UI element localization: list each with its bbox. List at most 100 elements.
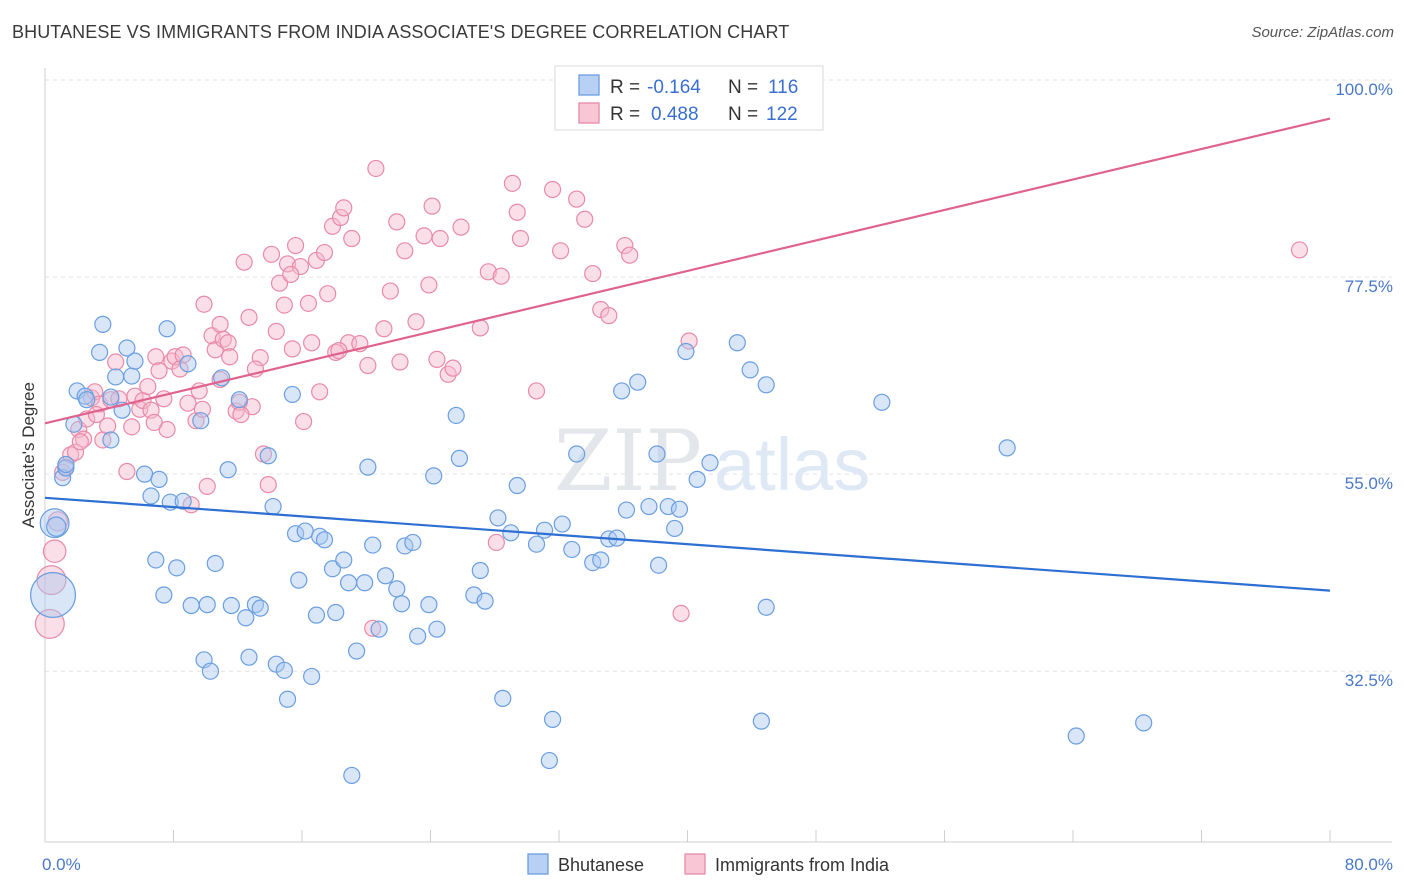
data-point-india (267, 322, 285, 340)
data-point-bhutanese (553, 515, 571, 533)
data-point-bhutanese (240, 648, 258, 666)
data-point-bhutanese (251, 599, 269, 617)
data-point-india (375, 320, 393, 338)
data-point-india (335, 199, 353, 217)
axes: 32.5% 55.0% 77.5% 100.0% 0.0% 80.0% (42, 68, 1393, 874)
data-point-india (503, 174, 522, 192)
data-point-bhutanese (543, 710, 562, 728)
y-axis-label: Associate's Degree (19, 382, 38, 528)
data-point-india (232, 405, 250, 424)
data-point-bhutanese (303, 667, 321, 686)
data-point-bhutanese (307, 606, 326, 624)
data-point-bhutanese (752, 712, 770, 730)
data-point-bhutanese (222, 596, 240, 615)
data-point-bhutanese (264, 497, 282, 516)
data-point-india (311, 383, 329, 401)
y-tick-label: 55.0% (1345, 474, 1393, 493)
data-point-bhutanese (476, 592, 494, 610)
trend-lines (44, 117, 1331, 592)
data-point-india (283, 340, 301, 358)
data-point-bhutanese (494, 689, 512, 707)
data-point-bhutanese (489, 509, 507, 527)
data-point-bhutanese (315, 531, 334, 549)
data-point-india (221, 348, 239, 366)
data-point-india (240, 308, 258, 326)
x-tick-label-min: 0.0% (42, 855, 81, 874)
data-point-india (145, 413, 163, 432)
bottom-legend-label-bhutanese: Bhutanese (558, 855, 644, 875)
data-point-india (62, 446, 80, 464)
data-point-bhutanese (57, 455, 75, 474)
legend-n-label-2: N = (728, 104, 758, 125)
data-point-bhutanese (450, 449, 469, 467)
data-point-bhutanese (230, 391, 248, 409)
data-point-india (315, 243, 334, 262)
data-point-bhutanese (613, 382, 631, 400)
data-point-bhutanese (158, 320, 176, 338)
data-point-india (147, 348, 165, 366)
data-point-india (74, 430, 93, 448)
data-point-bhutanese (150, 470, 168, 488)
data-point-india (487, 533, 505, 552)
data-point-india (388, 213, 406, 231)
data-point-bhutanese (617, 501, 636, 519)
data-point-india (396, 242, 414, 260)
data-point-india (275, 296, 293, 314)
data-point-bhutanese (201, 662, 220, 680)
data-point-india (407, 313, 425, 331)
data-point-india (621, 246, 639, 264)
chart-title: BHUTANESE VS IMMIGRANTS FROM INDIA ASSOC… (12, 22, 790, 42)
bottom-legend-label-india: Immigrants from India (715, 855, 890, 875)
data-point-india (123, 418, 141, 436)
data-point-bhutanese (339, 574, 358, 592)
data-point-bhutanese (540, 751, 558, 770)
data-point-bhutanese (568, 445, 586, 463)
data-point-bhutanese (392, 595, 411, 613)
legend-n-label-1: N = (728, 77, 758, 98)
data-point-bhutanese (757, 376, 775, 394)
data-point-bhutanese (376, 567, 395, 585)
data-point-bhutanese (123, 367, 141, 385)
data-point-india (303, 334, 321, 352)
data-point-india (543, 180, 562, 199)
data-point-bhutanese (94, 315, 112, 333)
data-point-india (381, 282, 399, 300)
data-point-bhutanese (425, 467, 443, 485)
data-point-bhutanese (107, 368, 125, 386)
data-point-bhutanese (348, 642, 366, 660)
data-point-india (198, 477, 216, 495)
data-point-india (568, 190, 586, 208)
data-point-bhutanese (296, 522, 314, 540)
data-point-india (107, 353, 125, 371)
data-point-bhutanese (78, 391, 96, 409)
data-point-bhutanese (648, 445, 666, 463)
data-point-bhutanese (46, 516, 67, 537)
trend-line-india (44, 117, 1331, 425)
stats-legend: R = -0.164 N = 116 R = 0.488 N = 122 (554, 65, 824, 131)
data-point-bhutanese (278, 690, 297, 708)
data-point-bhutanese (237, 609, 255, 627)
data-point-bhutanese (206, 554, 224, 573)
data-point-india (1290, 241, 1309, 259)
data-point-india (508, 203, 526, 221)
data-point-india (211, 315, 229, 333)
bottom-legend-swatch-bhutanese (527, 853, 549, 875)
data-point-bhutanese (182, 596, 200, 615)
data-point-bhutanese (666, 519, 684, 538)
data-point-india (259, 476, 277, 494)
data-point-india (364, 619, 382, 637)
data-point-india (179, 394, 197, 412)
data-point-india (319, 285, 337, 303)
data-point-bhutanese (290, 571, 308, 589)
data-point-bhutanese (670, 500, 689, 518)
data-point-bhutanese (135, 465, 154, 483)
legend-r-value-2: 0.488 (651, 104, 699, 125)
data-point-india (552, 242, 570, 260)
data-point-bhutanese (1135, 714, 1153, 732)
bottom-legend-swatch-india (684, 853, 706, 875)
data-point-bhutanese (388, 580, 406, 598)
trend-line-bhutanese (44, 496, 1331, 592)
data-point-india (672, 604, 690, 623)
data-point-bhutanese (741, 361, 759, 379)
